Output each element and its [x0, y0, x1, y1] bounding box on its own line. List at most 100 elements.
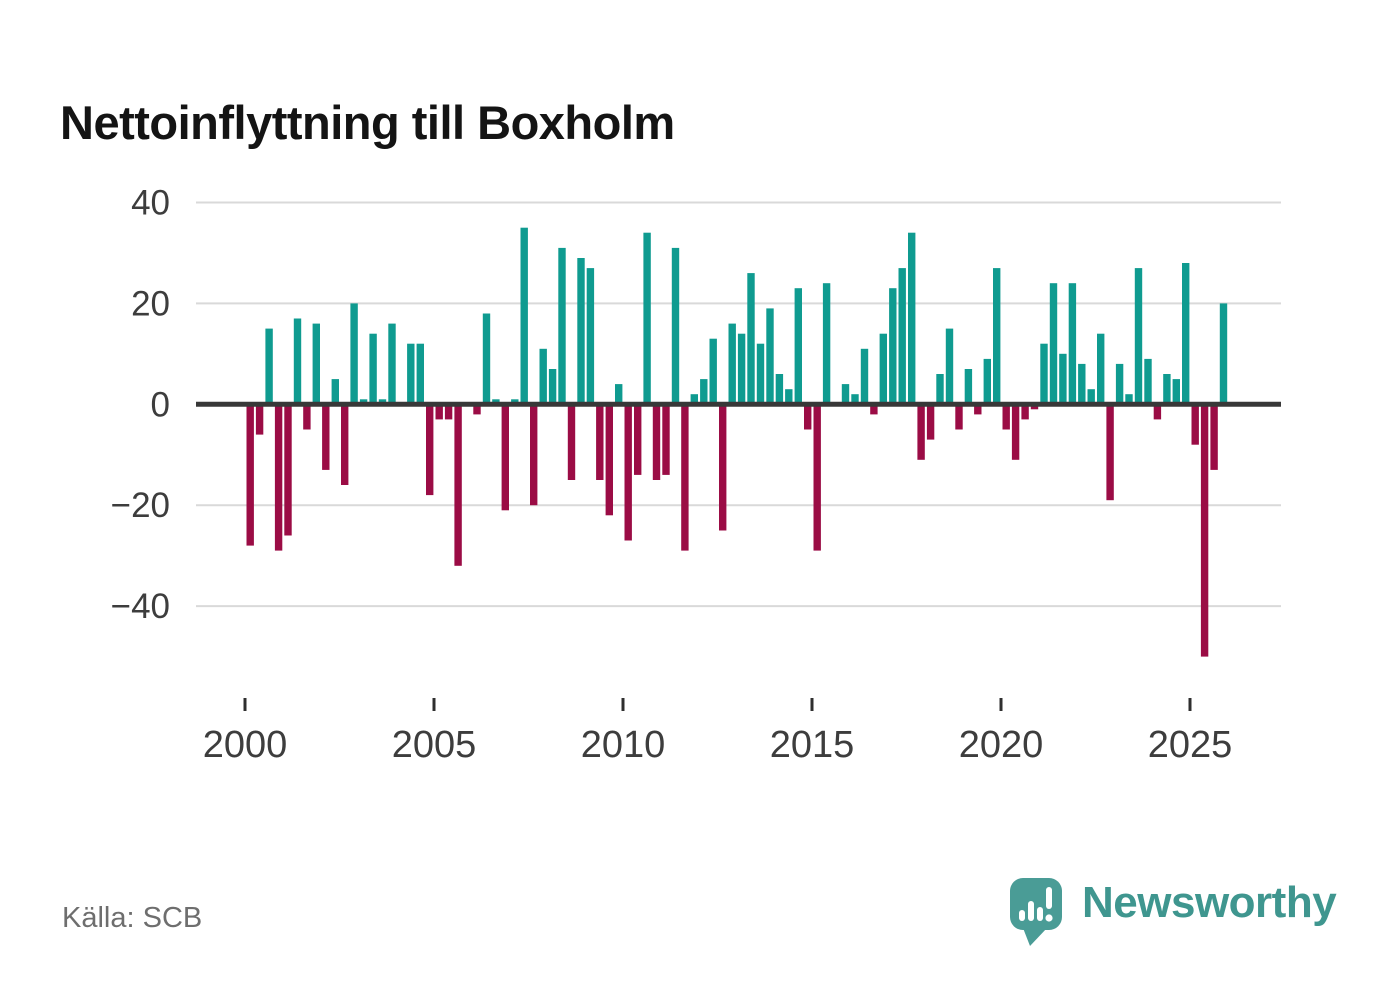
bar-2012Q1: [700, 379, 708, 405]
bar-2005Q3: [454, 404, 462, 566]
bar-2004Q3: [416, 343, 424, 405]
newsworthy-logo-icon: [1010, 878, 1062, 946]
bar-2021Q2: [1049, 283, 1058, 405]
bar-2008Q1: [548, 369, 557, 405]
bar-2005Q1: [435, 404, 443, 420]
bar-2016Q2: [860, 348, 869, 405]
bar-2024Q3: [1172, 379, 1180, 405]
y-axis-label--40: −40: [111, 587, 170, 626]
bar-2025Q2: [1200, 404, 1209, 657]
bar-2012Q4: [728, 323, 736, 405]
bar-2010Q1: [624, 404, 632, 541]
bar-2003Q4: [388, 323, 396, 405]
bar-2022Q1: [1078, 363, 1086, 405]
bar-2006Q1: [473, 404, 481, 415]
bar-2006Q2: [482, 313, 491, 405]
bar-2020Q3: [1021, 404, 1029, 420]
bar-2014Q2: [785, 389, 793, 405]
bar-2008Q2: [558, 247, 566, 405]
bar-2018Q2: [936, 374, 944, 405]
bar-2022Q4: [1106, 404, 1114, 501]
bar-2013Q4: [766, 308, 774, 405]
bar-2010Q4: [652, 404, 661, 480]
bar-2000Q1: [246, 404, 254, 546]
bar-2014Q1: [775, 374, 784, 405]
bar-2007Q2: [520, 227, 528, 405]
y-axis-label-0: 0: [151, 385, 170, 424]
bar-2024Q4: [1182, 263, 1190, 405]
bar-2021Q3: [1059, 353, 1067, 405]
bar-2021Q4: [1068, 283, 1077, 405]
bar-2014Q3: [794, 288, 802, 405]
y-axis-label-20: 20: [131, 284, 170, 323]
bar-2012Q3: [719, 404, 727, 531]
bar-2018Q1: [926, 404, 935, 440]
source-label: Källa: SCB: [62, 902, 203, 934]
x-axis-label-2005: 2005: [392, 724, 477, 766]
x-axis-label-2000: 2000: [203, 724, 288, 766]
bar-2002Q1: [322, 404, 330, 470]
bar-2024Q1: [1153, 404, 1162, 420]
bar-2008Q4: [577, 258, 585, 405]
bar-2017Q1: [889, 288, 897, 405]
bar-2011Q1: [662, 404, 670, 475]
bar-2025Q4: [1219, 303, 1228, 405]
bar-2020Q2: [1011, 404, 1020, 460]
bar-2015Q2: [822, 283, 831, 405]
bar-2002Q4: [350, 303, 358, 405]
bar-2025Q3: [1210, 404, 1218, 470]
bar-2023Q3: [1134, 268, 1143, 405]
bar-2018Q3: [945, 328, 954, 405]
bar-2023Q4: [1144, 358, 1152, 405]
bar-2021Q1: [1040, 343, 1048, 405]
bar-2020Q1: [1002, 404, 1010, 430]
bar-2015Q1: [813, 404, 821, 551]
bar-2011Q2: [671, 247, 680, 405]
bar-2015Q4: [841, 384, 850, 405]
bar-2001Q1: [284, 404, 292, 536]
y-axis-label-40: 40: [131, 184, 170, 223]
x-axis-label-2025: 2025: [1148, 724, 1233, 766]
bar-2013Q1: [737, 333, 746, 405]
bar-2007Q4: [539, 348, 547, 405]
bar-2000Q2: [255, 404, 264, 435]
bar-2024Q2: [1163, 374, 1171, 405]
bar-2007Q3: [530, 404, 538, 506]
bar-2025Q1: [1191, 404, 1199, 445]
chart-title: Nettoinflyttning till Boxholm: [60, 96, 675, 150]
x-axis-label-2020: 2020: [959, 724, 1044, 766]
bar-2003Q2: [369, 333, 377, 405]
bar-2000Q4: [274, 404, 283, 551]
bar-2014Q4: [804, 404, 812, 430]
bar-2005Q2: [444, 404, 453, 420]
bar-2018Q4: [955, 404, 963, 430]
bar-2016Q3: [870, 404, 878, 415]
bar-2010Q2: [634, 404, 642, 475]
bar-2012Q2: [709, 338, 717, 405]
bar-2001Q4: [312, 323, 320, 405]
bar-2009Q1: [586, 268, 595, 405]
bar-2009Q4: [615, 384, 623, 405]
bar-2017Q3: [908, 232, 916, 405]
bar-2011Q4: [690, 394, 698, 405]
bar-2008Q3: [567, 404, 576, 480]
bar-2022Q2: [1087, 389, 1095, 405]
bar-2017Q4: [917, 404, 925, 460]
bar-2013Q3: [756, 343, 765, 405]
bar-2009Q2: [596, 404, 604, 480]
bar-2023Q1: [1115, 363, 1124, 405]
bar-2011Q3: [681, 404, 689, 551]
x-axis-label-2010: 2010: [581, 724, 666, 766]
bar-2016Q1: [851, 394, 859, 405]
bar-2019Q2: [974, 404, 982, 415]
bar-2019Q4: [993, 268, 1001, 405]
bar-2023Q2: [1125, 394, 1133, 405]
x-axis-label-2015: 2015: [770, 724, 855, 766]
bar-2002Q2: [331, 379, 339, 405]
bar-2019Q1: [964, 369, 973, 405]
bar-2004Q2: [407, 343, 415, 405]
newsworthy-brand: Newsworthy: [1008, 876, 1338, 948]
bar-2004Q4: [426, 404, 434, 496]
bar-2013Q2: [747, 273, 755, 405]
